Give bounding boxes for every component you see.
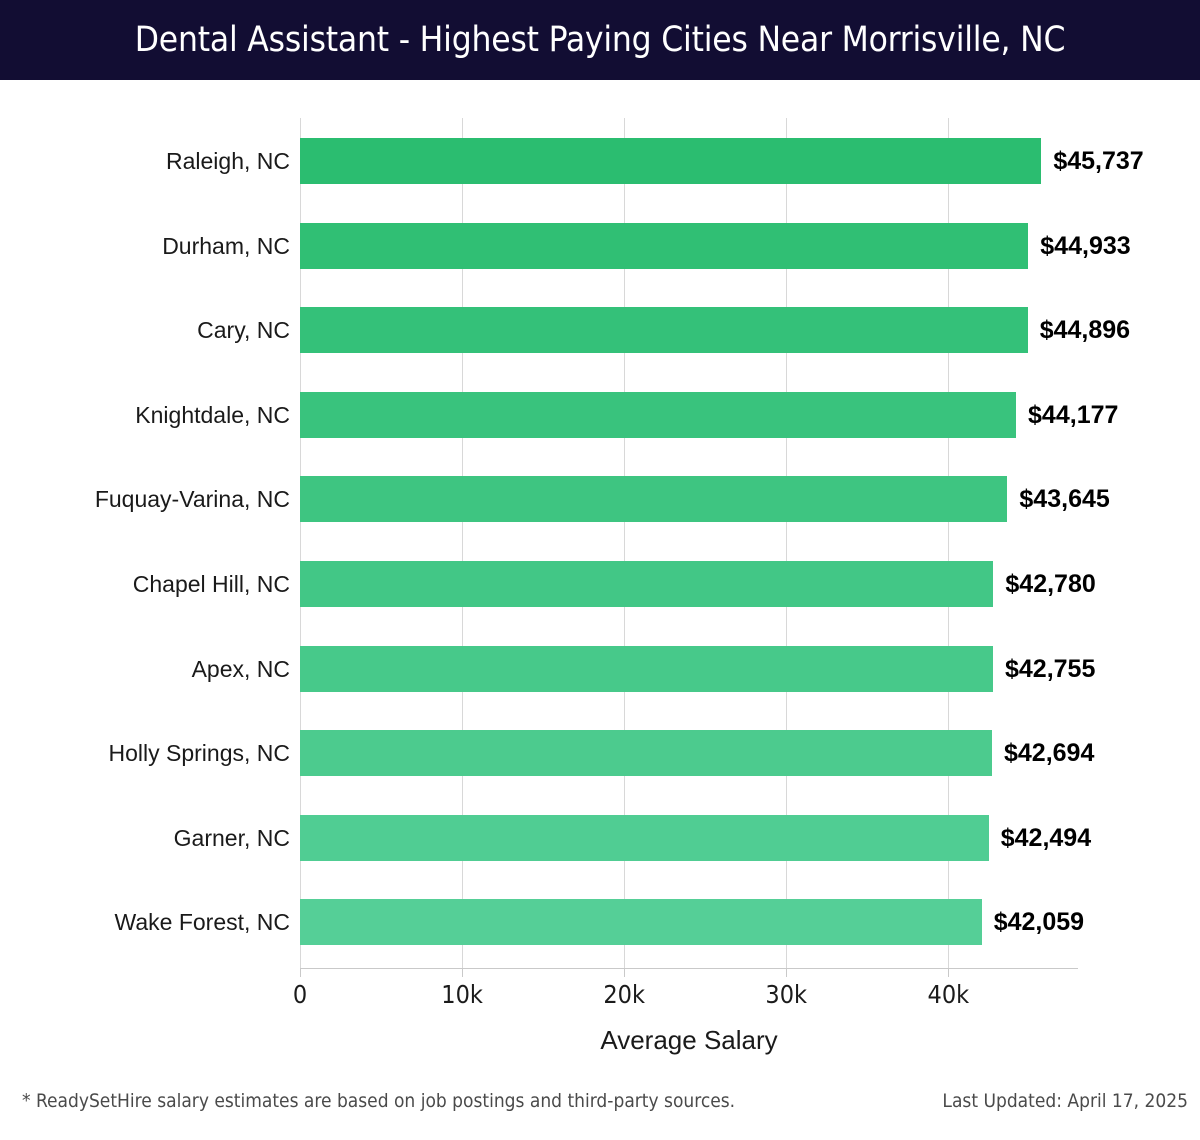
page-title: Dental Assistant - Highest Paying Cities… [134, 20, 1066, 60]
footer: * ReadySetHire salary estimates are base… [0, 1090, 1200, 1140]
bar [300, 222, 1029, 269]
category-label: Chapel Hill, NC [132, 571, 290, 597]
bar [300, 476, 1008, 523]
category-label: Raleigh, NC [166, 148, 290, 174]
bar-value-label: $45,737 [1053, 147, 1144, 175]
bar-row: Cary, NC $44,896 [0, 307, 1200, 354]
bar-value-label: $42,059 [993, 908, 1085, 937]
bar [300, 899, 982, 946]
title-banner: Dental Assistant - Highest Paying Cities… [0, 0, 1200, 80]
category-label: Fuquay-Varina, NC [94, 486, 290, 513]
gridline [462, 118, 464, 968]
x-tick-mark [624, 968, 626, 977]
bar-row: Knightdale, NC $44,177 [0, 391, 1200, 438]
gridline [786, 118, 788, 968]
bar-row: Wake Forest, NC $42,059 [0, 899, 1200, 946]
x-tick-label: 40k [927, 980, 970, 1009]
bar [300, 391, 1017, 438]
x-tick-mark [300, 968, 301, 977]
category-label: Holly Springs, NC [108, 740, 291, 767]
x-axis-line [300, 968, 1078, 969]
bar-value-label: $44,896 [1039, 316, 1131, 345]
x-tick-label: 10k [441, 980, 483, 1009]
bar-row: Fuquay-Varina, NC $43,645 [0, 476, 1200, 523]
chart-canvas: 0 10k 20k 30k 40k Raleigh, NC $45,737 Durham, … [0, 80, 1200, 1065]
bar-value-label: $42,694 [1003, 739, 1095, 768]
x-axis-title: Average Salary [600, 1025, 778, 1055]
bar-value-label: $43,645 [1019, 485, 1110, 514]
bar-value-label: $42,755 [1004, 654, 1096, 683]
bar-row: Apex, NC $42,755 [0, 645, 1200, 692]
bar [300, 730, 992, 777]
bar-row: Raleigh, NC $45,737 [0, 138, 1200, 184]
gridline [624, 118, 626, 968]
category-label: Cary, NC [197, 317, 290, 344]
bar [300, 561, 994, 607]
bar [300, 814, 989, 861]
bar-value-label: $42,780 [1005, 570, 1096, 598]
category-label: Wake Forest, NC [114, 909, 290, 936]
category-label: Durham, NC [162, 232, 290, 259]
gridline [300, 118, 301, 968]
bar-value-label: $44,933 [1040, 231, 1131, 260]
bar [300, 645, 993, 692]
bar-row: Durham, NC $44,933 [0, 222, 1200, 269]
plot-area [300, 118, 1078, 968]
x-tick-mark [462, 968, 464, 977]
footer-disclaimer: * ReadySetHire salary estimates are base… [22, 1090, 736, 1112]
category-label: Garner, NC [173, 824, 290, 851]
gridline [948, 118, 950, 968]
bar [300, 307, 1028, 354]
x-tick-label: 0 [292, 980, 308, 1009]
x-tick-mark [948, 968, 950, 977]
bar-value-label: $44,177 [1028, 400, 1119, 429]
footer-last-updated: Last Updated: April 17, 2025 [942, 1090, 1188, 1112]
x-tick-mark [786, 968, 788, 977]
bar [300, 138, 1042, 184]
x-tick-label: 30k [765, 980, 808, 1009]
category-label: Apex, NC [191, 655, 290, 682]
category-label: Knightdale, NC [135, 401, 290, 428]
x-tick-label: 20k [603, 980, 645, 1009]
bar-row: Chapel Hill, NC $42,780 [0, 561, 1200, 607]
bar-value-label: $42,494 [1000, 823, 1092, 852]
bar-row: Garner, NC $42,494 [0, 814, 1200, 861]
bar-row: Holly Springs, NC $42,694 [0, 730, 1200, 777]
